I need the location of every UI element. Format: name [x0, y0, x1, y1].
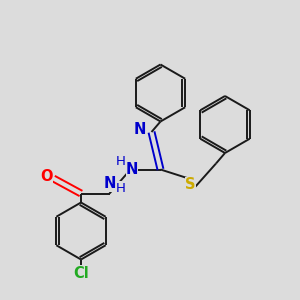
Text: N: N: [103, 176, 116, 191]
Text: H: H: [116, 182, 126, 195]
Text: O: O: [40, 169, 53, 184]
Text: N: N: [126, 162, 138, 177]
Text: H: H: [116, 154, 126, 168]
Text: Cl: Cl: [73, 266, 89, 280]
Text: N: N: [134, 122, 146, 136]
Text: S: S: [185, 177, 196, 192]
